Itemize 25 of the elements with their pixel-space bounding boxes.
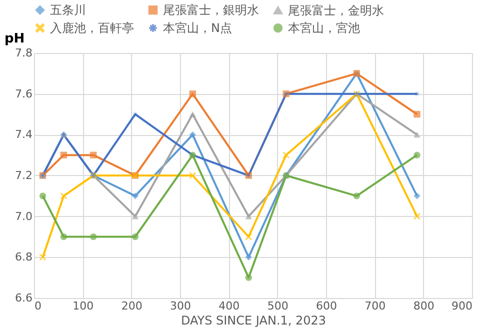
y-tick-label: 7.6: [15, 87, 32, 100]
legend-label: 入鹿池，百軒亭: [50, 21, 134, 35]
legend-label: 尾張富士，銀明水: [163, 3, 259, 18]
legend-label: 五条川: [50, 3, 86, 18]
legend-label: 尾張富士，金明水: [288, 3, 384, 18]
y-tick-label: 7.2: [15, 169, 32, 182]
x-tick-label: 500: [267, 300, 288, 312]
x-tick-label: 400: [218, 300, 240, 312]
x-tick-label: 100: [72, 300, 94, 312]
x-tick-label: 800: [413, 300, 434, 312]
x-tick-label: 300: [170, 300, 191, 312]
y-tick-label: 7.4: [15, 128, 32, 142]
legend-label: 本宮山，N点: [163, 21, 232, 35]
x-tick-label: 200: [121, 300, 142, 312]
legend-label: 本宮山，宮池: [288, 21, 360, 35]
x-axis-title: DAYS SINCE JAN.1, 2023: [180, 314, 326, 328]
y-tick-label: 7.8: [15, 46, 32, 60]
x-tick-label: 600: [316, 300, 337, 312]
y-tick-label: 7.0: [15, 210, 32, 223]
y-tick-label: 6.8: [15, 250, 32, 264]
y-axis-title: pH: [4, 32, 25, 46]
y-tick-label: 6.6: [15, 292, 32, 304]
x-tick-label: 700: [364, 300, 386, 312]
x-tick-label: 0: [34, 300, 42, 312]
x-tick-label: 900: [452, 300, 472, 312]
